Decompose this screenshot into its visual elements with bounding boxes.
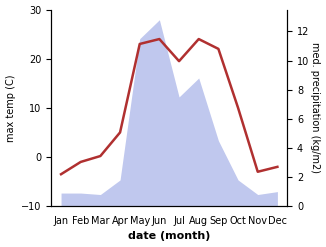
Y-axis label: max temp (C): max temp (C): [6, 74, 16, 142]
Y-axis label: med. precipitation (kg/m2): med. precipitation (kg/m2): [310, 42, 320, 173]
X-axis label: date (month): date (month): [128, 231, 210, 242]
